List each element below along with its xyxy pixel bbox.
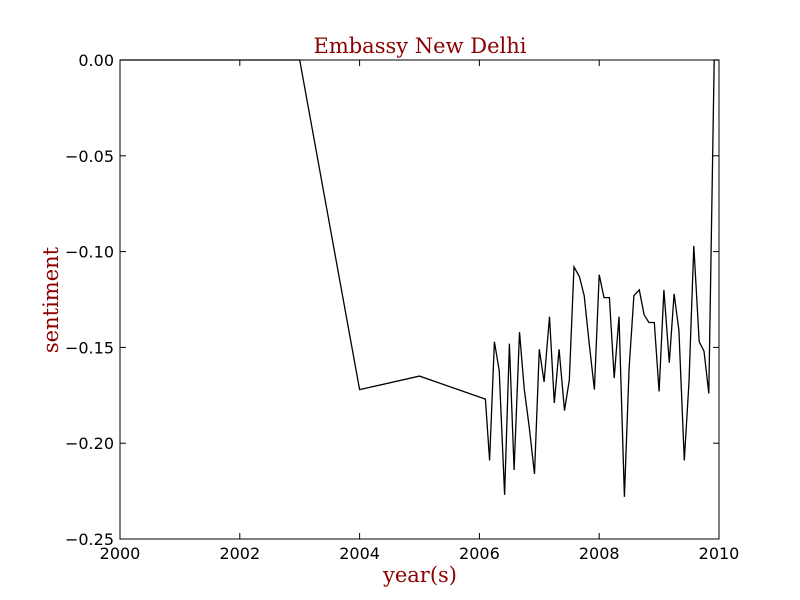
x-axis-label: year(s) xyxy=(382,563,457,587)
y-tick-label: −0.15 xyxy=(65,338,114,357)
plot-background xyxy=(120,60,719,539)
series-line xyxy=(120,59,719,497)
x-tick-label: 2006 xyxy=(459,544,500,563)
x-tick-label: 2010 xyxy=(699,544,740,563)
y-tick-label: 0.00 xyxy=(78,51,114,70)
x-tick-label: 2000 xyxy=(100,544,141,563)
y-tick-label: −0.05 xyxy=(65,147,114,166)
y-axis-label: sentiment xyxy=(39,246,63,353)
x-tick-label: 2004 xyxy=(339,544,380,563)
x-tick-label: 2002 xyxy=(219,544,260,563)
x-axis: 2000 2002 2004 2006 2008 2010 xyxy=(100,60,740,563)
x-tick-label: 2008 xyxy=(579,544,620,563)
plot-area xyxy=(119,59,720,540)
y-axis: 0.00 −0.05 −0.10 −0.15 −0.20 −0.25 xyxy=(65,51,719,549)
plot-frame xyxy=(119,59,720,540)
chart-title: Embassy New Delhi xyxy=(314,34,527,58)
y-tick-label: −0.20 xyxy=(65,434,114,453)
y-tick-label: −0.10 xyxy=(65,243,114,262)
y-tick-label: −0.25 xyxy=(65,530,114,549)
